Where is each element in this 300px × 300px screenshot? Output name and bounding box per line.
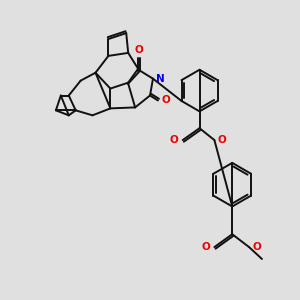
- Text: O: O: [202, 242, 210, 252]
- Text: O: O: [252, 242, 261, 252]
- Text: O: O: [170, 135, 179, 145]
- Text: N: N: [156, 74, 165, 84]
- Text: O: O: [135, 45, 143, 55]
- Text: O: O: [162, 95, 171, 106]
- Text: O: O: [218, 135, 226, 145]
